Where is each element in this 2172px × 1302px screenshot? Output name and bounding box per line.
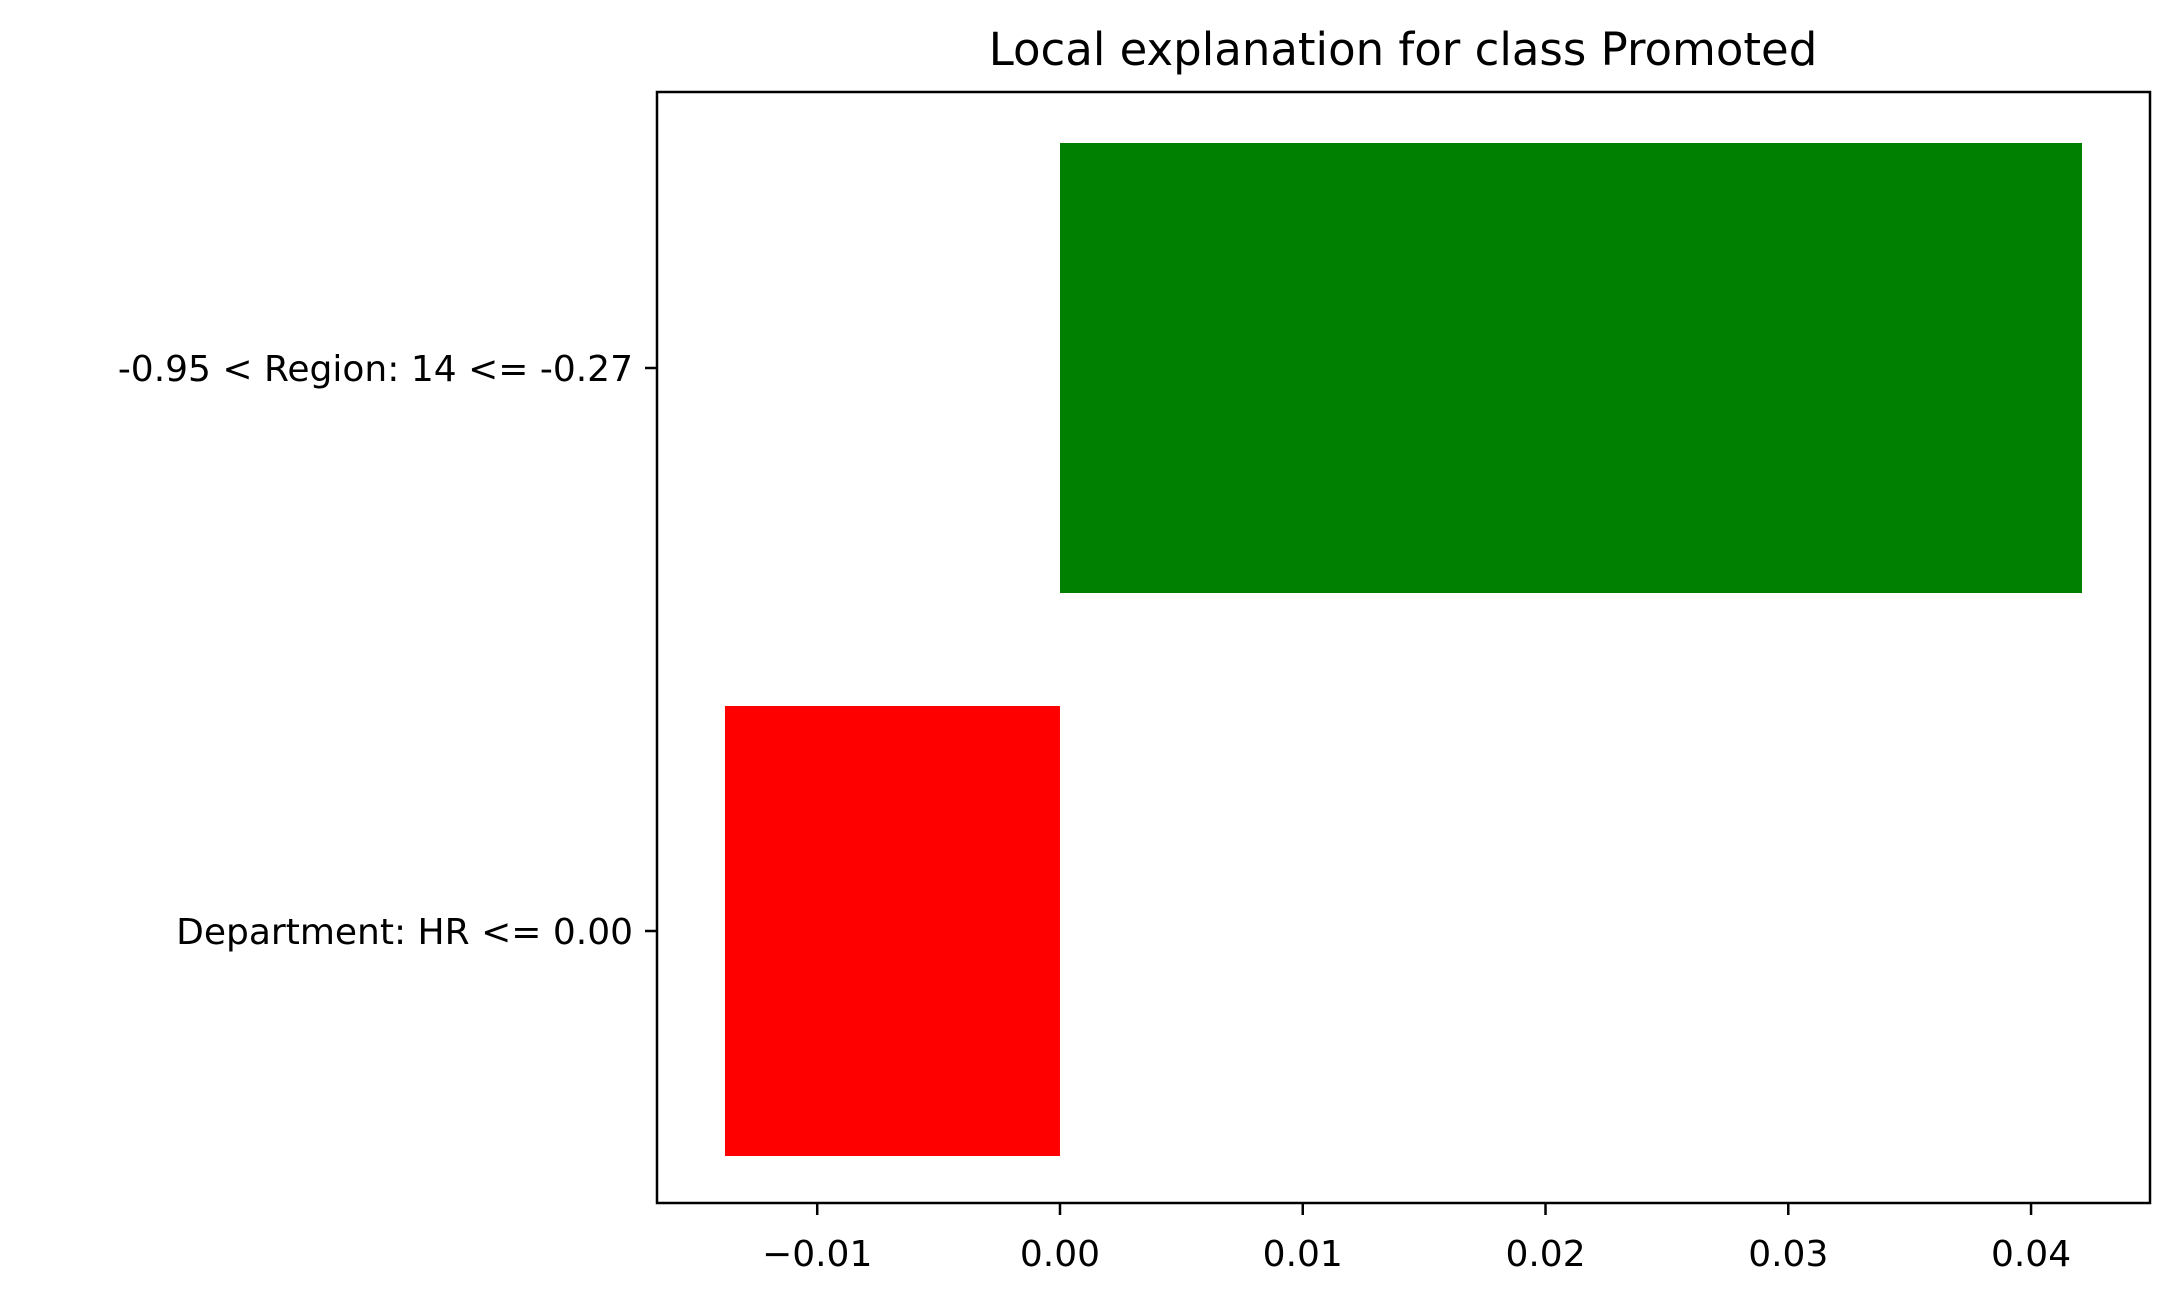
x-tick-label: 0.00 xyxy=(1020,1234,1100,1275)
chart-title: Local explanation for class Promoted xyxy=(989,23,1818,76)
bar xyxy=(1059,143,2083,593)
x-tick-label: 0.02 xyxy=(1505,1234,1585,1275)
x-tick-label: 0.01 xyxy=(1263,1234,1343,1275)
bar xyxy=(724,706,1060,1156)
x-tick-label: 0.04 xyxy=(1991,1234,2071,1275)
y-axis: -0.95 < Region: 14 <= -0.27 Department: H… xyxy=(118,349,657,953)
x-tick-label: 0.03 xyxy=(1748,1234,1828,1275)
plot-area xyxy=(655,90,2152,1205)
bars-layer xyxy=(724,143,2083,1156)
y-tick-label: -0.95 < Region: 14 <= -0.27 xyxy=(118,349,633,390)
y-tick-label: Department: HR <= 0.00 xyxy=(176,912,633,953)
x-tick-label: −0.01 xyxy=(762,1234,872,1275)
x-axis: −0.01 0.00 0.01 0.02 0.03 0.04 xyxy=(762,1203,2071,1275)
